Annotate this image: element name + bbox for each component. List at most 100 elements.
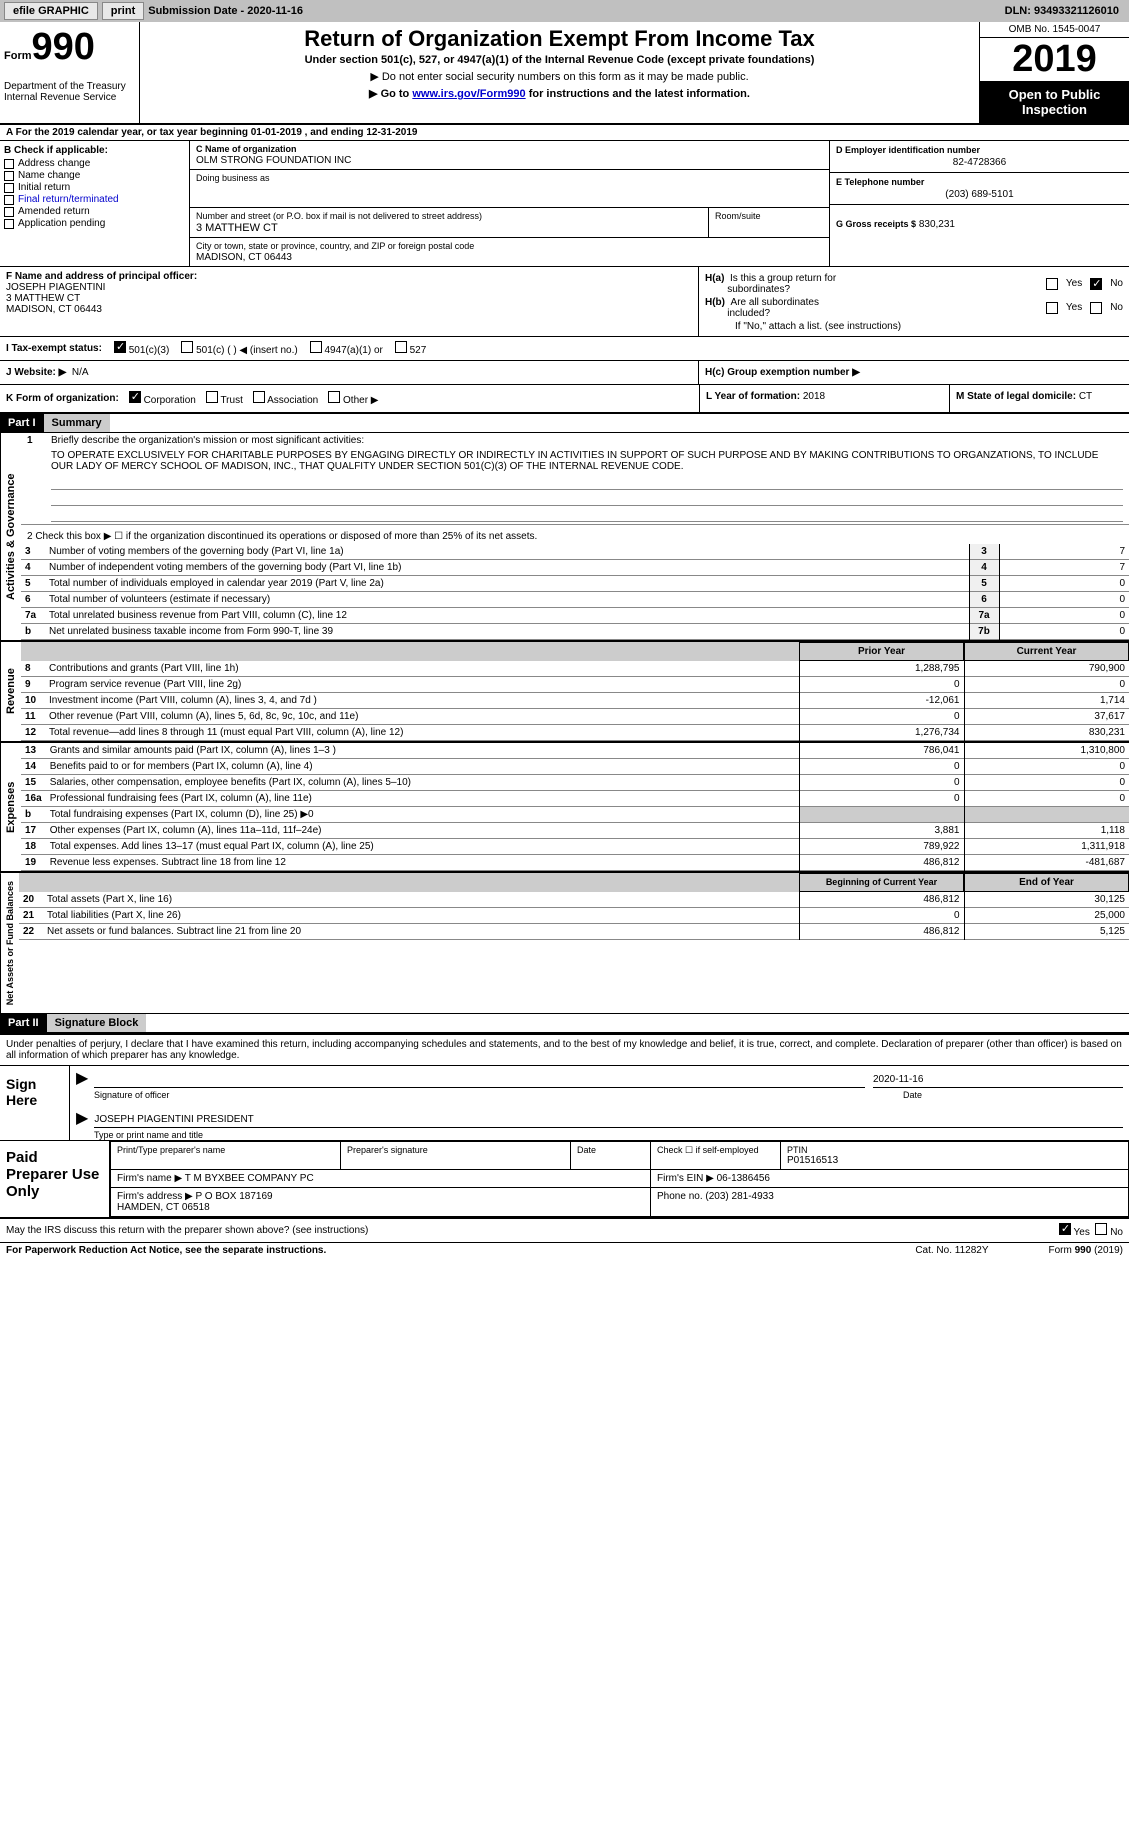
part1-revenue: Revenue Prior Year Current Year 8 Contri…	[0, 641, 1129, 742]
line-num: 4	[21, 560, 45, 576]
chk-527[interactable]	[395, 341, 407, 353]
side-label-expenses: Expenses	[0, 743, 21, 871]
line-text: Other revenue (Part VIII, column (A), li…	[45, 709, 799, 725]
lbl-final-return: Final return/terminated	[18, 194, 119, 205]
firm-ein: 06-1386456	[717, 1173, 770, 1184]
line-text: Professional fundraising fees (Part IX, …	[46, 791, 799, 807]
part1-badge: Part I	[0, 414, 44, 432]
street-value: 3 MATTHEW CT	[196, 222, 702, 234]
prior-year-header: Prior Year	[799, 642, 964, 661]
prior-year-value: 0	[799, 775, 964, 791]
line-box: 3	[969, 544, 999, 560]
prep-date-label: Date	[577, 1145, 644, 1155]
irs-link[interactable]: www.irs.gov/Form990	[412, 88, 525, 100]
chk-name-change[interactable]	[4, 171, 14, 181]
current-year-header: Current Year	[964, 642, 1129, 661]
prior-year-value: 789,922	[799, 839, 964, 855]
discuss-no[interactable]	[1095, 1223, 1107, 1235]
chk-trust[interactable]	[206, 391, 218, 403]
chk-association[interactable]	[253, 391, 265, 403]
officer-label: F Name and address of principal officer:	[6, 271, 692, 282]
ha-no[interactable]	[1090, 278, 1102, 290]
line-num: 16a	[21, 791, 46, 807]
line-box: 7a	[969, 608, 999, 624]
end-year-header: End of Year	[964, 873, 1129, 892]
paid-preparer-label: Paid Preparer Use Only	[0, 1141, 110, 1217]
lbl-address-change: Address change	[18, 158, 90, 169]
prior-year-value: 486,812	[799, 924, 964, 940]
lbl-amended-return: Amended return	[18, 206, 90, 217]
line-text: Investment income (Part VIII, column (A)…	[45, 693, 799, 709]
revenue-table: 8 Contributions and grants (Part VIII, l…	[21, 661, 1129, 741]
chk-application-pending[interactable]	[4, 219, 14, 229]
prep-sig-label: Preparer's signature	[347, 1145, 564, 1155]
line-value: 0	[999, 608, 1129, 624]
org-name-label: C Name of organization	[196, 144, 823, 154]
line-box: 7b	[969, 624, 999, 640]
prior-year-value: 0	[799, 791, 964, 807]
line-value: 7	[999, 544, 1129, 560]
footer-center: Cat. No. 11282Y	[915, 1245, 988, 1256]
chk-address-change[interactable]	[4, 159, 14, 169]
line-text: Total assets (Part X, line 16)	[43, 892, 799, 908]
street-label: Number and street (or P.O. box if mail i…	[196, 211, 702, 221]
efile-button[interactable]: efile GRAPHIC	[4, 2, 98, 20]
blank-line	[51, 492, 1123, 506]
firm-ein-label: Firm's EIN ▶	[657, 1173, 714, 1184]
officer-addr1: 3 MATTHEW CT	[6, 293, 692, 304]
website-cell: J Website: ▶ N/A	[0, 361, 699, 384]
line-num: 20	[19, 892, 43, 908]
line-num: 17	[21, 823, 46, 839]
ha-yes[interactable]	[1046, 278, 1058, 290]
sig-arrow-icon: ▶	[76, 1068, 88, 1088]
ein-value: 82-4728366	[836, 157, 1123, 168]
ptin-label: PTIN	[787, 1145, 1122, 1155]
line-text: Contributions and grants (Part VIII, lin…	[45, 661, 799, 677]
line-num: b	[21, 807, 46, 823]
line-num: 19	[21, 855, 46, 871]
firm-addr-label: Firm's address ▶	[117, 1191, 193, 1202]
prior-year-value: 0	[799, 759, 964, 775]
sig-intro: Under penalties of perjury, I declare th…	[0, 1035, 1129, 1066]
line-num: 11	[21, 709, 45, 725]
current-year-value: 830,231	[964, 725, 1129, 741]
revenue-col-headers: Prior Year Current Year	[21, 642, 1129, 661]
line-num: 21	[19, 908, 43, 924]
footer-right: Form 990 (2019)	[1049, 1245, 1123, 1256]
header-right: OMB No. 1545-0047 2019 Open to Public In…	[979, 22, 1129, 123]
line-value: 0	[999, 592, 1129, 608]
header-left: Form990 Department of the Treasury Inter…	[0, 22, 140, 123]
line-text: Net unrelated business taxable income fr…	[45, 624, 969, 640]
form-header: Form990 Department of the Treasury Inter…	[0, 22, 1129, 125]
line-text: Benefits paid to or for members (Part IX…	[46, 759, 799, 775]
prep-name-label: Print/Type preparer's name	[117, 1145, 334, 1155]
chk-corporation[interactable]	[129, 391, 141, 403]
section-f: F Name and address of principal officer:…	[0, 267, 699, 336]
chk-501c3[interactable]	[114, 341, 126, 353]
top-bar: efile GRAPHIC print Submission Date - 20…	[0, 0, 1129, 22]
chk-initial-return[interactable]	[4, 183, 14, 193]
part1-governance: Activities & Governance 1Briefly describ…	[0, 433, 1129, 641]
hb-no[interactable]	[1090, 302, 1102, 314]
prior-year-value: 1,276,734	[799, 725, 964, 741]
print-button[interactable]: print	[102, 2, 144, 20]
website-hc-row: J Website: ▶ N/A H(c) Group exemption nu…	[0, 361, 1129, 385]
department: Department of the Treasury Internal Reve…	[4, 81, 135, 103]
lbl-initial-return: Initial return	[18, 182, 70, 193]
chk-other[interactable]	[328, 391, 340, 403]
chk-4947[interactable]	[310, 341, 322, 353]
firm-name: T M BYXBEE COMPANY PC	[185, 1173, 314, 1184]
chk-501c[interactable]	[181, 341, 193, 353]
chk-final-return[interactable]	[4, 195, 14, 205]
note-ssn: ▶ Do not enter social security numbers o…	[148, 70, 971, 83]
officer-signature-field[interactable]	[94, 1085, 865, 1088]
k-cell: K Form of organization: Corporation Trus…	[0, 385, 699, 412]
part2-badge: Part II	[0, 1014, 47, 1032]
hb-yes[interactable]	[1046, 302, 1058, 314]
expenses-table: 13 Grants and similar amounts paid (Part…	[21, 743, 1129, 871]
chk-amended-return[interactable]	[4, 207, 14, 217]
phone-value: (203) 689-5101	[836, 189, 1123, 200]
sign-here-label: Sign Here	[0, 1066, 70, 1140]
city-value: MADISON, CT 06443	[196, 252, 823, 263]
discuss-yes[interactable]	[1059, 1223, 1071, 1235]
